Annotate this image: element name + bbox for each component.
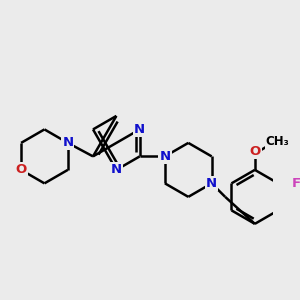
Text: N: N — [111, 164, 122, 176]
Text: N: N — [206, 177, 217, 190]
Text: CH₃: CH₃ — [266, 135, 290, 148]
Text: O: O — [16, 164, 27, 176]
Text: N: N — [62, 136, 74, 149]
Text: N: N — [159, 150, 170, 163]
Text: N: N — [134, 123, 145, 136]
Text: F: F — [291, 177, 300, 190]
Text: O: O — [249, 145, 260, 158]
